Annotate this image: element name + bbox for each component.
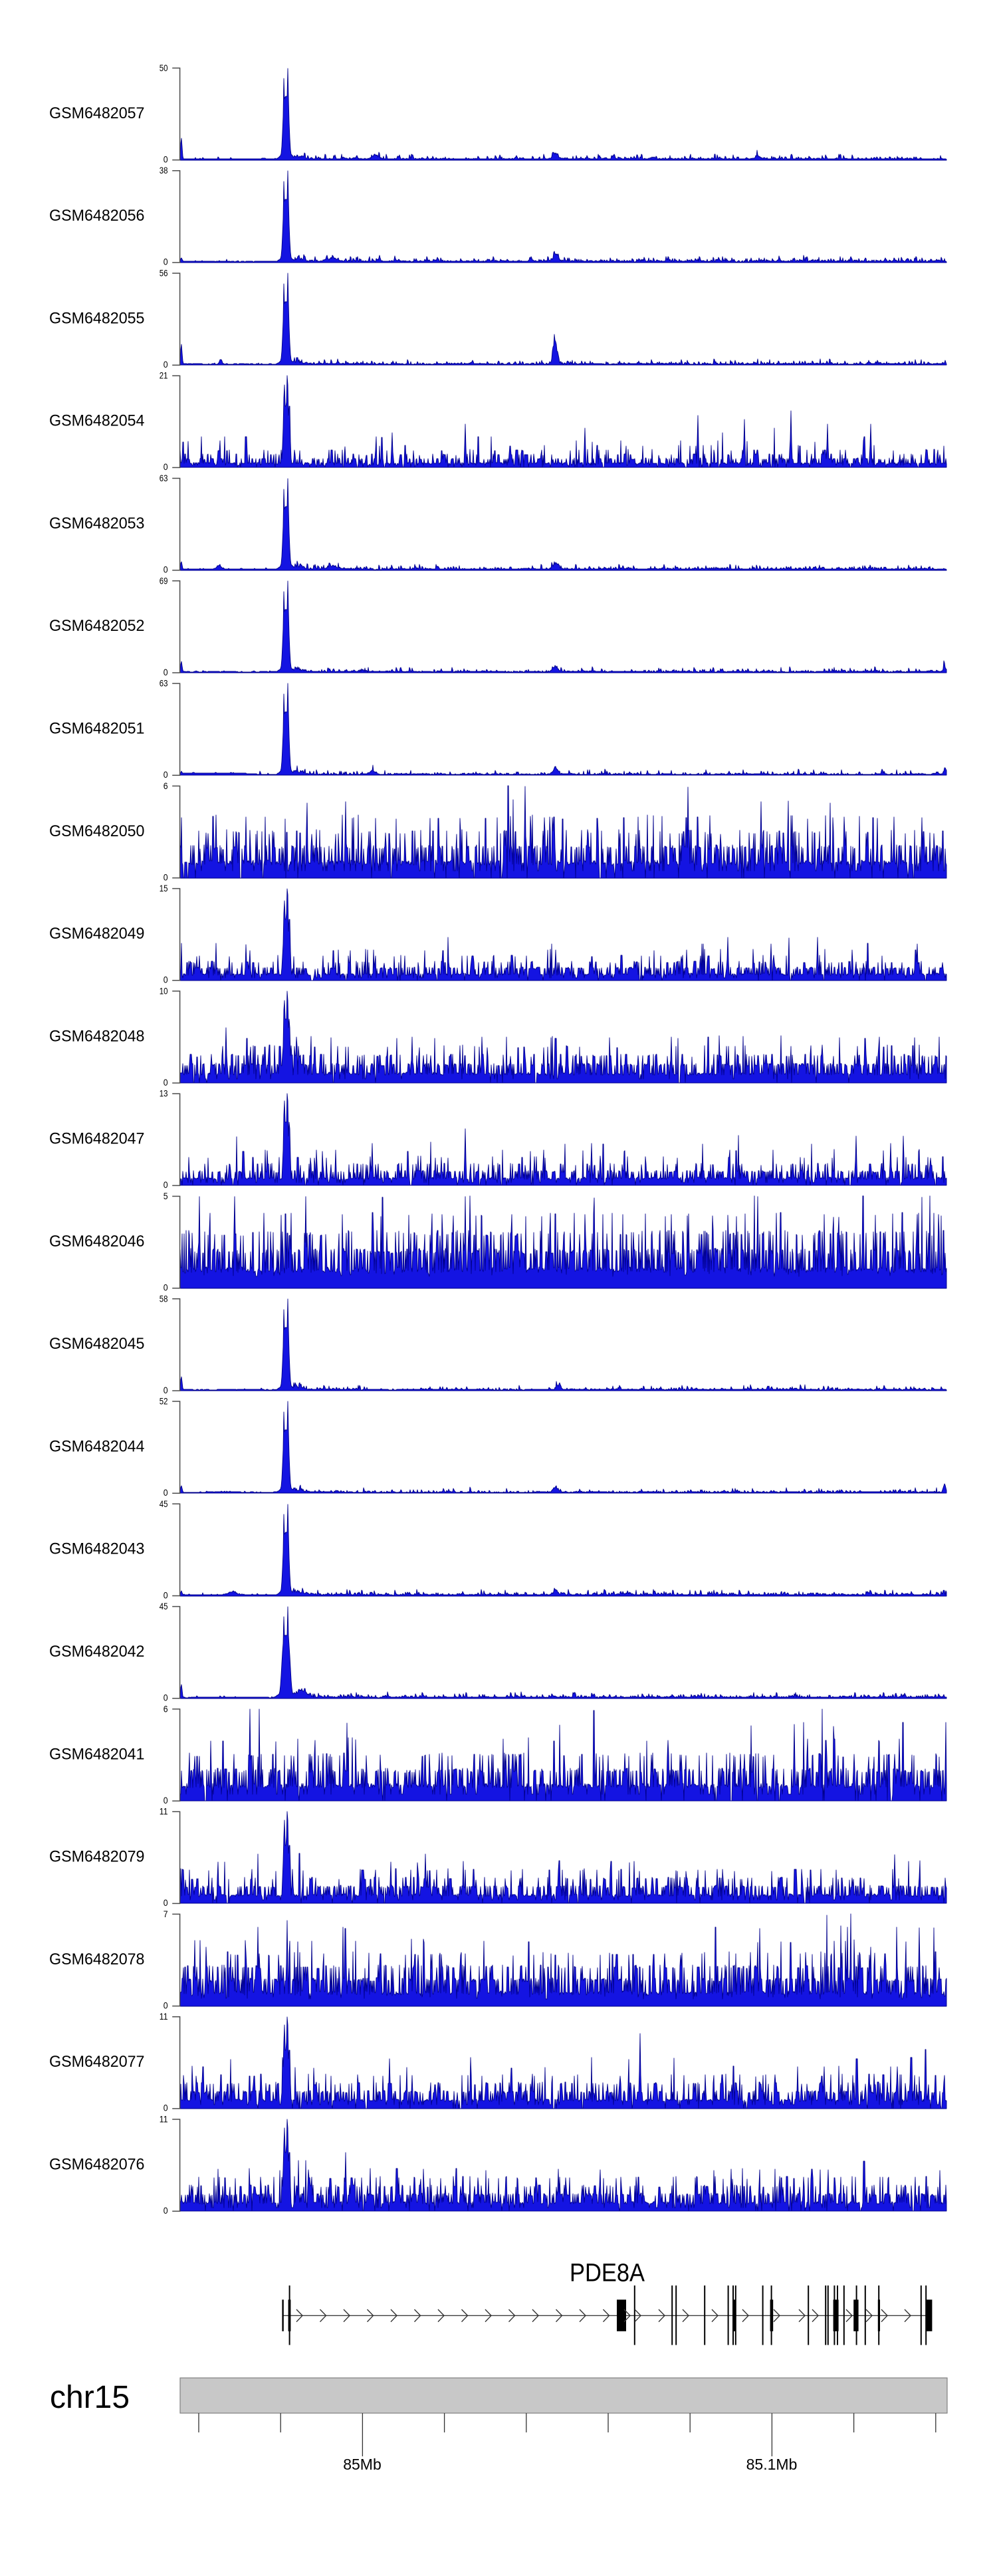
svg-text:11: 11	[160, 2011, 168, 2022]
svg-text:GSM6482054: GSM6482054	[49, 412, 145, 430]
svg-text:GSM6482049: GSM6482049	[49, 925, 145, 943]
svg-text:0: 0	[164, 1589, 168, 1600]
svg-text:21: 21	[160, 370, 168, 381]
svg-text:GSM6482050: GSM6482050	[49, 822, 145, 840]
svg-text:0: 0	[164, 1897, 168, 1908]
svg-text:7: 7	[164, 1909, 168, 1919]
svg-text:58: 58	[160, 1293, 168, 1304]
svg-text:52: 52	[160, 1396, 168, 1407]
svg-text:0: 0	[164, 667, 168, 677]
svg-text:85Mb: 85Mb	[343, 2456, 382, 2473]
svg-text:GSM6482053: GSM6482053	[49, 515, 145, 532]
svg-text:5: 5	[164, 1191, 168, 1201]
svg-text:0: 0	[164, 1179, 168, 1190]
svg-text:GSM6482048: GSM6482048	[49, 1027, 145, 1045]
svg-text:69: 69	[160, 575, 168, 586]
svg-text:0: 0	[164, 1487, 168, 1498]
svg-text:GSM6482043: GSM6482043	[49, 1540, 145, 1558]
svg-text:0: 0	[164, 257, 168, 267]
svg-text:56: 56	[160, 268, 168, 279]
svg-text:GSM6482076: GSM6482076	[49, 2155, 145, 2173]
svg-text:63: 63	[160, 473, 168, 483]
svg-text:GSM6482077: GSM6482077	[49, 2053, 145, 2071]
svg-text:0: 0	[164, 872, 168, 882]
svg-text:0: 0	[164, 564, 168, 575]
svg-text:chr15: chr15	[50, 2380, 130, 2415]
svg-text:45: 45	[160, 1601, 168, 1611]
svg-text:11: 11	[160, 1806, 168, 1817]
svg-text:PDE8A: PDE8A	[570, 2260, 645, 2287]
svg-text:GSM6482045: GSM6482045	[49, 1335, 145, 1353]
svg-text:GSM6482057: GSM6482057	[49, 104, 145, 122]
svg-text:GSM6482047: GSM6482047	[49, 1130, 145, 1148]
svg-text:0: 0	[164, 154, 168, 164]
svg-text:GSM6482051: GSM6482051	[49, 720, 145, 738]
svg-text:38: 38	[160, 165, 168, 176]
svg-text:63: 63	[160, 678, 168, 689]
svg-text:45: 45	[160, 1498, 168, 1509]
svg-text:GSM6482055: GSM6482055	[49, 309, 145, 327]
svg-text:6: 6	[164, 1703, 168, 1714]
svg-text:GSM6482079: GSM6482079	[49, 1848, 145, 1866]
svg-text:85.1Mb: 85.1Mb	[746, 2456, 798, 2473]
svg-text:GSM6482046: GSM6482046	[49, 1232, 145, 1250]
svg-text:0: 0	[164, 1282, 168, 1293]
svg-text:6: 6	[164, 780, 168, 791]
svg-text:13: 13	[160, 1088, 168, 1099]
svg-text:0: 0	[164, 1077, 168, 1088]
svg-text:0: 0	[164, 359, 168, 370]
svg-text:50: 50	[160, 62, 168, 73]
svg-text:0: 0	[164, 1693, 168, 1703]
svg-text:10: 10	[160, 985, 168, 996]
svg-text:GSM6482078: GSM6482078	[49, 1950, 145, 1968]
svg-text:0: 0	[164, 461, 168, 472]
svg-text:11: 11	[160, 2114, 168, 2125]
svg-text:15: 15	[160, 883, 168, 893]
svg-text:0: 0	[164, 975, 168, 985]
svg-text:0: 0	[164, 2103, 168, 2113]
svg-text:0: 0	[164, 2205, 168, 2216]
svg-text:0: 0	[164, 2000, 168, 2010]
svg-text:0: 0	[164, 1385, 168, 1395]
svg-text:GSM6482042: GSM6482042	[49, 1643, 145, 1661]
svg-text:GSM6482041: GSM6482041	[49, 1745, 145, 1763]
svg-text:GSM6482056: GSM6482056	[49, 207, 145, 225]
svg-text:GSM6482052: GSM6482052	[49, 617, 145, 635]
svg-text:0: 0	[164, 1795, 168, 1806]
svg-text:0: 0	[164, 769, 168, 780]
svg-text:GSM6482044: GSM6482044	[49, 1437, 145, 1455]
